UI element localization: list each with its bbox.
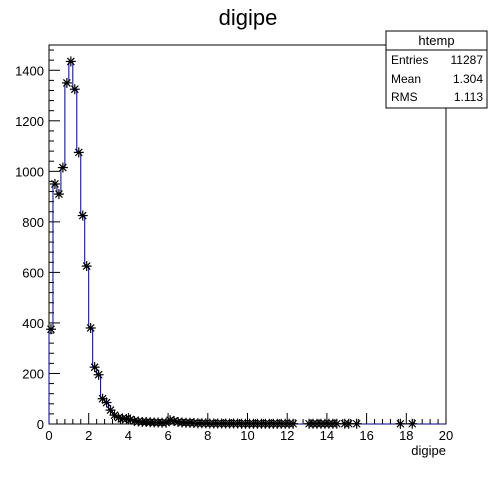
stats-box-frame [385,30,488,109]
data-point [61,77,72,88]
y-tick-label: 800 [22,215,44,230]
x-axis: 0 2 4 6 8 10 12 14 16 18 20 [45,413,453,443]
stats-box: htemp Entries 11287 Mean 1.304 RMS 1.113 [385,30,488,109]
series-line [48,60,446,425]
data-point [395,418,406,429]
y-tick-label: 1400 [15,63,44,78]
data-point [85,322,96,333]
data-point [93,369,104,380]
data-point [113,412,124,423]
data-point [73,147,84,158]
data-point [407,418,418,429]
data-point [161,417,172,428]
data-point [101,397,112,408]
y-tick-label: 400 [22,316,44,331]
y-tick-label: 0 [37,417,44,432]
x-tick-label: 18 [399,428,413,443]
x-tick-label: 6 [164,428,171,443]
data-point [53,189,64,200]
x-tick-label: 16 [359,428,373,443]
y-tick-label: 600 [22,265,44,280]
x-axis-label: digipe [411,443,446,458]
chart-title: digipe [219,5,278,30]
data-point [45,324,56,335]
stats-value-mean: 1.304 [453,72,483,86]
data-point [69,84,80,95]
y-tick-label: 1200 [15,114,44,129]
stats-box-title: htemp [418,33,454,48]
data-point [89,362,100,373]
data-point [288,418,299,429]
x-tick-label: 4 [125,428,132,443]
y-axis: 0 200 400 600 800 1000 1200 1400 [15,49,60,432]
x-tick-label: 20 [439,428,453,443]
x-tick-label: 12 [280,428,294,443]
x-tick-label: 8 [204,428,211,443]
data-point [105,405,116,416]
stats-value-rms: 1.113 [454,90,483,104]
data-point [65,56,76,67]
x-tick-label: 2 [85,428,92,443]
series-group [45,56,446,429]
stats-label-mean: Mean [391,72,421,86]
x-tick-label: 14 [320,428,334,443]
data-point [49,178,60,189]
y-tick-label: 200 [22,366,44,381]
data-point [57,162,68,173]
data-point [351,418,362,429]
data-point [165,415,176,426]
data-point [81,261,92,272]
x-tick-label: 10 [240,428,254,443]
y-tick-label: 1000 [15,164,44,179]
stats-label-rms: RMS [391,90,418,104]
stats-value-entries: 11287 [451,53,484,67]
stats-label-entries: Entries [391,53,428,67]
x-tick-label: 0 [45,428,52,443]
data-point [77,210,88,221]
